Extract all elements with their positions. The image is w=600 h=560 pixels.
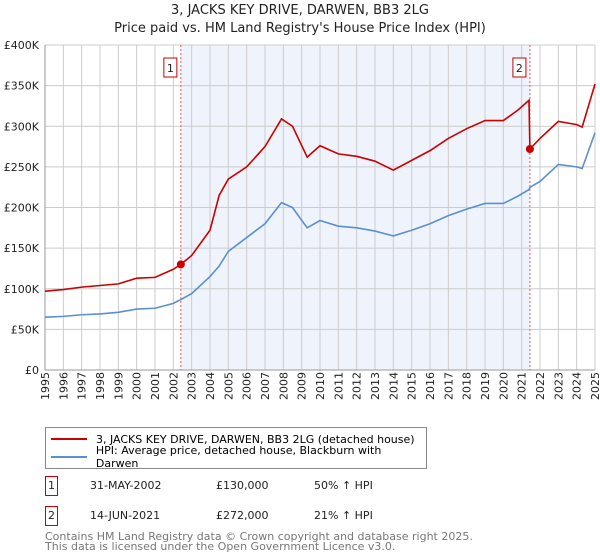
hpi-line (44, 132, 596, 318)
sale-point (176, 260, 185, 269)
x-tick-label: 1999 (112, 372, 125, 400)
x-tick-label: 2023 (552, 372, 565, 400)
y-tick-label: £400K (4, 39, 40, 52)
annotation-box (512, 57, 527, 78)
y-tick-label: £300K (4, 120, 40, 133)
transaction-date: 14-JUN-2021 (90, 509, 161, 522)
footer: Contains HM Land Registry data © Crown c… (45, 530, 473, 553)
x-tick-label: 2009 (296, 372, 309, 400)
y-tick-label: £350K (4, 80, 40, 93)
x-tick-label: 2017 (442, 372, 455, 400)
transaction-date: 31-MAY-2002 (90, 479, 162, 492)
x-tick-label: 2008 (277, 372, 290, 400)
x-tick-label: 2021 (516, 372, 529, 400)
x-tick-label: 1996 (57, 372, 70, 400)
annotation-box (163, 57, 178, 78)
annotation-label: 1 (167, 62, 174, 75)
legend: 3, JACKS KEY DRIVE, DARWEN, BB3 2LG (det… (45, 427, 427, 470)
x-tick-label: 2002 (167, 372, 180, 400)
legend-item-hpi: HPI: Average price, detached house, Blac… (46, 444, 426, 470)
x-tick-label: 2022 (534, 372, 547, 400)
x-tick-label: 2014 (387, 372, 400, 400)
annotation-label: 2 (516, 62, 523, 75)
footer-line: This data is licensed under the Open Gov… (45, 540, 396, 553)
legend-item-property: 3, JACKS KEY DRIVE, DARWEN, BB3 2LG (det… (46, 431, 415, 447)
chart-title: 3, JACKS KEY DRIVE, DARWEN, BB3 2LG (171, 3, 429, 18)
x-tick-label: 2019 (479, 372, 492, 400)
sale-point (525, 145, 534, 153)
x-tick-label: 2004 (204, 372, 217, 400)
x-tick-label: 2020 (497, 372, 510, 400)
legend-label: 3, JACKS KEY DRIVE, DARWEN, BB3 2LG (det… (96, 432, 415, 446)
x-tick-label: 2005 (222, 372, 235, 400)
x-tick-label: 2025 (589, 372, 600, 400)
y-tick-label: £250K (4, 161, 40, 174)
marker-badge: 2 (45, 506, 58, 526)
footer-line: Contains HM Land Registry data © Crown c… (45, 530, 473, 543)
x-tick-label: 2011 (332, 372, 345, 400)
transaction-row: 2 14-JUN-2021 £272,000 21% ↑ HPI (45, 506, 445, 526)
y-tick-label: £100K (4, 283, 40, 296)
x-tick-label: 2010 (314, 372, 327, 400)
x-tick-label: 2015 (406, 372, 419, 400)
x-tick-label: 2024 (571, 372, 584, 400)
x-tick-label: 2003 (186, 372, 199, 400)
x-tick-label: 1997 (76, 372, 89, 400)
marker-badge: 1 (45, 476, 58, 496)
x-tick-label: 2006 (241, 372, 254, 400)
property-price-line (44, 83, 596, 292)
x-tick-label: 2001 (149, 372, 162, 400)
x-tick-label: 2016 (424, 372, 437, 400)
y-tick-label: £50K (11, 323, 40, 336)
x-tick-label: 2018 (461, 372, 474, 400)
transaction-price: £272,000 (216, 509, 269, 522)
transaction-row: 1 31-MAY-2002 £130,000 50% ↑ HPI (45, 476, 445, 496)
x-tick-label: 2013 (369, 372, 382, 400)
price-chart: 1995 1996 1997 1998 1999 2000 2001 2002 2003 2004… (4, 39, 600, 400)
x-tick-label: 2007 (259, 372, 272, 400)
chart-subtitle: Price paid vs. HM Land Registry's House … (114, 21, 486, 36)
x-tick-label: 2000 (131, 372, 144, 400)
x-tick-label: 2012 (351, 372, 364, 400)
x-tick-label: 1998 (94, 372, 107, 400)
x-tick-label: 1995 (39, 372, 52, 400)
y-tick-label: £200K (4, 202, 40, 215)
transaction-hpi: 21% ↑ HPI (314, 509, 373, 522)
transaction-hpi: 50% ↑ HPI (314, 479, 373, 492)
y-tick-label: £0 (25, 364, 39, 377)
y-tick-label: £150K (4, 242, 40, 255)
legend-label: HPI: Average price, detached house, Blac… (95, 444, 382, 470)
transaction-price: £130,000 (216, 479, 269, 492)
